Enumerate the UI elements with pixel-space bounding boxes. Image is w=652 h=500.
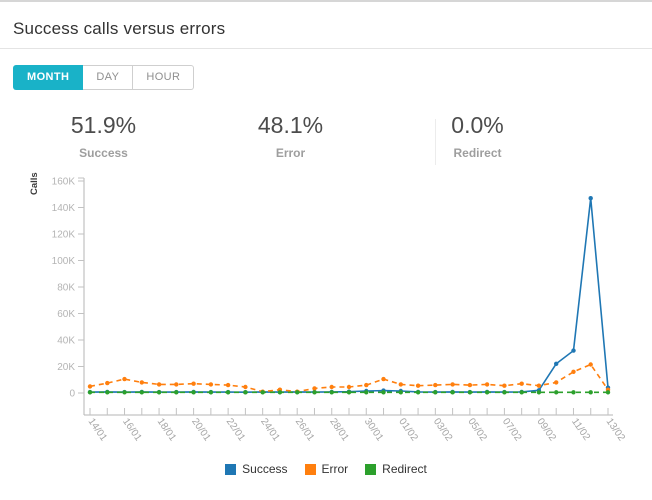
svg-text:16/01: 16/01	[120, 416, 144, 443]
svg-text:30/01: 30/01	[362, 416, 386, 443]
stat-redirect-value: 0.0%	[451, 112, 504, 138]
svg-text:160K: 160K	[52, 177, 76, 188]
legend-item-redirect[interactable]: Redirect	[365, 462, 427, 476]
svg-text:80K: 80K	[57, 283, 75, 294]
stat-redirect: 0.0% Redirect	[384, 112, 571, 160]
interval-tab-group: MONTH DAY HOUR	[13, 65, 195, 90]
svg-text:140K: 140K	[52, 203, 76, 214]
legend-label-error: Error	[321, 462, 349, 476]
series-success	[87, 196, 611, 395]
x-axis: 14/01 16/01 18/01 20/01 22/01 24/01 26/01 28/01…	[84, 408, 627, 444]
tab-hour[interactable]: HOUR	[133, 65, 195, 90]
svg-text:03/02: 03/02	[431, 416, 455, 443]
stat-success-value: 51.9%	[70, 112, 137, 138]
svg-text:09/02: 09/02	[534, 416, 558, 443]
svg-text:28/01: 28/01	[327, 416, 351, 443]
stat-error-value: 48.1%	[257, 112, 324, 138]
svg-text:13/02: 13/02	[604, 416, 628, 443]
y-axis: 0 20K 40K 60K 80K 100K 120K 140K 160K Calls	[29, 172, 85, 415]
stat-success-label: Success	[79, 146, 128, 160]
legend-item-success[interactable]: Success	[225, 462, 288, 476]
chart-legend: Success Error Redirect	[0, 462, 652, 476]
svg-text:20/01: 20/01	[189, 416, 213, 443]
tab-month[interactable]: MONTH	[13, 65, 84, 90]
svg-text:20K: 20K	[57, 362, 75, 373]
success-swatch-icon	[225, 463, 237, 475]
svg-text:60K: 60K	[57, 309, 75, 320]
stat-success: 51.9% Success	[10, 112, 197, 160]
svg-text:11/02: 11/02	[569, 416, 592, 443]
series-redirect	[87, 390, 611, 395]
svg-text:14/01: 14/01	[86, 416, 110, 443]
stats-row: 51.9% Success 48.1% Error 0.0% Redirect	[10, 112, 571, 160]
page-title: Success calls versus errors	[13, 19, 226, 38]
series-error	[87, 362, 611, 394]
svg-text:05/02: 05/02	[465, 416, 489, 443]
error-swatch-icon	[304, 463, 316, 475]
svg-text:120K: 120K	[52, 230, 76, 241]
tab-day[interactable]: DAY	[83, 65, 134, 90]
stat-redirect-label: Redirect	[453, 146, 502, 160]
svg-text:40K: 40K	[57, 336, 75, 347]
stats-divider	[435, 119, 436, 165]
svg-text:01/02: 01/02	[396, 416, 420, 443]
stat-error-label: Error	[275, 146, 306, 160]
stat-error: 48.1% Error	[197, 112, 384, 160]
svg-text:24/01: 24/01	[258, 416, 282, 443]
y-axis-title: Calls	[29, 172, 40, 195]
svg-text:0: 0	[69, 389, 75, 400]
svg-text:18/01: 18/01	[155, 416, 179, 443]
legend-item-error[interactable]: Error	[304, 462, 349, 476]
svg-text:26/01: 26/01	[293, 416, 317, 443]
legend-label-redirect: Redirect	[382, 462, 427, 476]
svg-text:100K: 100K	[52, 256, 76, 267]
redirect-swatch-icon	[365, 463, 377, 475]
title-divider	[0, 48, 652, 49]
svg-text:07/02: 07/02	[500, 416, 524, 443]
svg-text:22/01: 22/01	[224, 416, 248, 443]
legend-label-success: Success	[242, 462, 288, 476]
